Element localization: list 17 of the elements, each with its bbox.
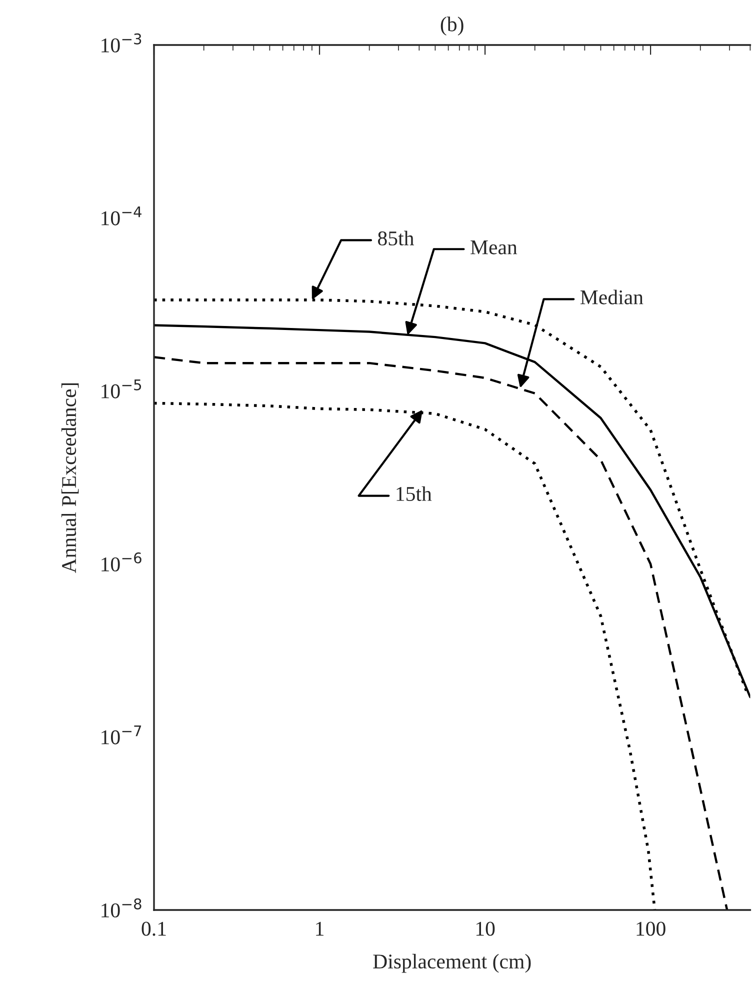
y-tick-label: 10$^{−6}$ (102, 552, 142, 572)
annotation: 15th (396, 486, 432, 501)
annotation: Median (580, 290, 644, 304)
x-tick-label: 10 (476, 922, 495, 936)
y-tick-label: 10$^{−4}$ (102, 206, 142, 226)
annotation: 85th (378, 230, 414, 246)
y-tick-label: 10$^{−5}$ (102, 380, 142, 398)
y-tick-label: 10$^{−7}$ (102, 726, 142, 744)
y-tick-label: 10$^{−3}$ (102, 33, 142, 52)
chart-title: (b) (440, 16, 464, 36)
y-axis-title: Annual P[Exceedance] (61, 383, 79, 574)
y-tick-label: 10$^{−8}$ (102, 898, 142, 918)
annotation: Mean (470, 240, 518, 254)
x-axis-title: Displacement (cm) (373, 954, 531, 973)
x-tick-label: 1 (316, 922, 324, 936)
x-tick-label: 0.1 (142, 922, 166, 936)
x-tick-label: 100 (636, 922, 666, 936)
